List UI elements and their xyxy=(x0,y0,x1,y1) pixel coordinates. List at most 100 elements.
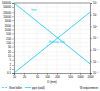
tick: 10¹ xyxy=(90,13,97,17)
tick-label: 10 xyxy=(8,54,12,58)
grid-line-x xyxy=(23,3,24,73)
tick-label: 20000 xyxy=(3,11,11,15)
tick-label: 20 xyxy=(8,50,12,54)
tick-mark xyxy=(12,7,14,8)
tick-label: 10⁻³ xyxy=(93,60,99,64)
tick-label: 2000 xyxy=(5,24,12,28)
y-axis: 0.51251020501002005001000200050001000020… xyxy=(2,1,15,75)
tick-mark xyxy=(90,3,92,4)
grid-line-y xyxy=(14,55,90,56)
grid-line-y xyxy=(14,20,90,21)
grid-line-y xyxy=(14,59,90,60)
tick-label: 10² xyxy=(93,1,97,5)
tick-label: 500 xyxy=(68,75,73,79)
tick: 2000 xyxy=(5,24,14,28)
legend-item: Steel billet xyxy=(2,86,22,90)
tick-mark xyxy=(12,33,14,34)
tick-mark xyxy=(12,43,14,44)
tick: 10⁻³ xyxy=(90,60,99,64)
lines xyxy=(14,3,90,73)
tick-label: 50 xyxy=(36,75,40,79)
tick: 5 xyxy=(9,58,14,62)
annotation: fmin xyxy=(31,8,37,12)
tick-label: 1 xyxy=(9,67,11,71)
tick-mark xyxy=(12,56,14,57)
tick-label: 100000 xyxy=(2,1,12,5)
annotation: t xyxy=(47,44,48,48)
tick-label: 5000 xyxy=(5,19,12,23)
tick-label: 1000 xyxy=(77,75,84,79)
tick-mark xyxy=(12,16,14,17)
annotation: W requirement xyxy=(80,86,99,90)
grid-line-y xyxy=(14,3,90,4)
tick-label: 200 xyxy=(6,37,11,41)
grid-line-y xyxy=(14,29,90,30)
tick-label: 20 xyxy=(23,75,27,79)
tick-mark xyxy=(90,38,92,39)
tick-label: 500 xyxy=(6,32,11,36)
tick: 50000 xyxy=(3,5,14,9)
tick: 20 xyxy=(23,73,27,79)
tick-label: 2 xyxy=(9,63,11,67)
tick-mark xyxy=(12,39,14,40)
grid-line-y xyxy=(14,65,90,66)
chart-container: 102050100200500100020000.512510205010020… xyxy=(0,0,100,91)
tick-label: 5 xyxy=(9,58,11,62)
tick: 10 xyxy=(8,54,14,58)
tick-label: 2000 xyxy=(87,75,94,79)
tick-mark xyxy=(12,3,14,4)
grid-line-y xyxy=(14,6,90,7)
tick: 2 xyxy=(9,63,14,67)
tick-label: 10 xyxy=(13,75,17,79)
grid-line-y xyxy=(14,69,90,70)
tick: 20 xyxy=(8,50,14,54)
tick-mark xyxy=(90,50,92,51)
tick-mark xyxy=(90,73,92,74)
tick: 100000 xyxy=(2,1,14,5)
tick-mark xyxy=(12,25,14,26)
grid xyxy=(14,3,90,73)
tick: 10² xyxy=(90,1,97,5)
tick-label: 10¹ xyxy=(93,13,97,17)
tick: 500 xyxy=(6,32,14,36)
legend-label: pipe (wall) xyxy=(32,86,45,90)
tick: 10000 xyxy=(3,15,14,19)
tick-mark xyxy=(12,20,14,21)
tick: 10⁻¹ xyxy=(90,36,99,40)
tick: 200 xyxy=(55,73,60,79)
series-line xyxy=(14,12,90,73)
tick: 10⁰ xyxy=(90,25,98,29)
tick-label: 10⁻⁴ xyxy=(93,71,100,75)
legend-item: pipe (wall) xyxy=(25,86,45,90)
tick: 100 xyxy=(6,41,14,45)
legend-swatch xyxy=(25,87,31,88)
legend: Steel billet pipe (wall) xyxy=(2,86,45,90)
tick-label: 50000 xyxy=(3,5,11,9)
grid-line-y xyxy=(14,46,90,47)
tick-mark xyxy=(12,69,14,70)
axis-line xyxy=(91,4,93,74)
grid-line-y xyxy=(14,16,90,17)
annotations: fmin tHeating time W requirement xyxy=(31,8,98,90)
tick: 20000 xyxy=(3,11,14,15)
grid-line-y xyxy=(14,51,90,52)
tick: 5000 xyxy=(5,19,14,23)
tick: 500 xyxy=(68,73,73,79)
legend-label: Steel billet xyxy=(9,86,22,90)
tick-label: 1000 xyxy=(5,28,12,32)
tick-mark xyxy=(12,65,14,66)
tick-label: 50 xyxy=(8,45,12,49)
series-line xyxy=(14,3,90,64)
tick-label: 200 xyxy=(55,75,60,79)
grid-line-y xyxy=(14,25,90,26)
tick: 50 xyxy=(8,45,14,49)
tick-mark xyxy=(12,73,14,74)
tick: 1000 xyxy=(77,73,84,79)
tick: 10⁻⁴ xyxy=(90,71,100,75)
tick: 200 xyxy=(6,37,14,41)
annotation: Heating time xyxy=(49,40,65,44)
tick: 1000 xyxy=(5,28,14,32)
grid-line-x xyxy=(80,3,81,73)
tick: 50 xyxy=(36,73,40,79)
tick: 100 xyxy=(45,73,50,79)
